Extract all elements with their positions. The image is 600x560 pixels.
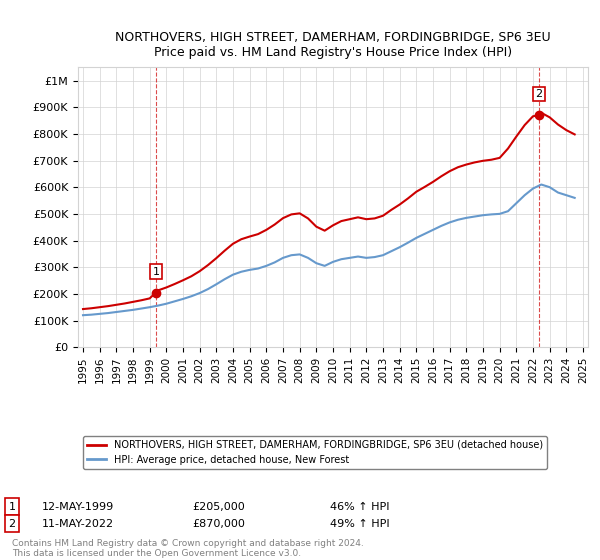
Text: 46% ↑ HPI: 46% ↑ HPI bbox=[330, 502, 389, 512]
Text: 12-MAY-1999: 12-MAY-1999 bbox=[42, 502, 114, 512]
Title: NORTHOVERS, HIGH STREET, DAMERHAM, FORDINGBRIDGE, SP6 3EU
Price paid vs. HM Land: NORTHOVERS, HIGH STREET, DAMERHAM, FORDI… bbox=[115, 31, 551, 59]
Legend: NORTHOVERS, HIGH STREET, DAMERHAM, FORDINGBRIDGE, SP6 3EU (detached house), HPI:: NORTHOVERS, HIGH STREET, DAMERHAM, FORDI… bbox=[83, 436, 547, 469]
Text: 1: 1 bbox=[8, 502, 16, 512]
Text: Contains HM Land Registry data © Crown copyright and database right 2024.
This d: Contains HM Land Registry data © Crown c… bbox=[12, 539, 364, 558]
Text: £205,000: £205,000 bbox=[192, 502, 245, 512]
Text: 11-MAY-2022: 11-MAY-2022 bbox=[42, 519, 114, 529]
Text: 1: 1 bbox=[152, 267, 160, 277]
Text: 49% ↑ HPI: 49% ↑ HPI bbox=[330, 519, 389, 529]
Text: £870,000: £870,000 bbox=[192, 519, 245, 529]
Text: 2: 2 bbox=[536, 89, 543, 99]
Text: 2: 2 bbox=[8, 519, 16, 529]
